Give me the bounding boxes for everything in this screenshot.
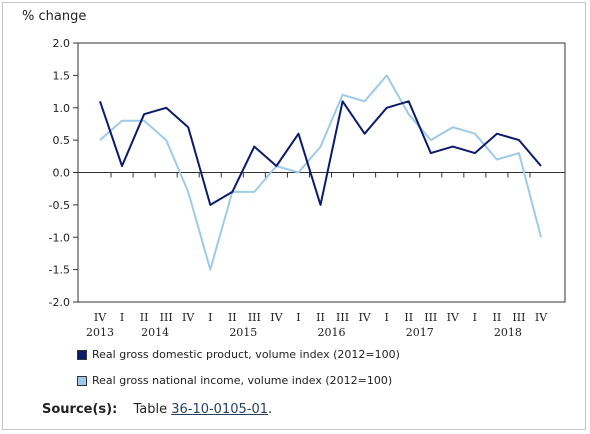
legend-swatch-gni [77, 375, 87, 386]
x-tick-label: I [120, 311, 124, 324]
y-tick-label: -0.5 [49, 199, 70, 212]
year-label: 2016 [318, 326, 346, 339]
x-tick-label: III [424, 311, 437, 324]
x-tick-label: II [404, 311, 413, 324]
x-tick-label: I [296, 311, 300, 324]
x-tick-label: IV [535, 311, 548, 324]
source-prefix: Table [133, 402, 168, 417]
legend-label-gdp: Real gross domestic product, volume inde… [92, 348, 400, 361]
x-tick-label: I [384, 311, 388, 324]
x-tick-label: III [160, 311, 173, 324]
y-axis-unit-label: % change [22, 9, 87, 24]
x-tick-label: III [248, 311, 261, 324]
y-tick-label: 1.5 [53, 69, 71, 82]
x-tick-label: III [512, 311, 525, 324]
y-tick-label: 0.5 [53, 134, 71, 147]
x-tick-label: II [228, 311, 237, 324]
legend-label-gni: Real gross national income, volume index… [92, 374, 393, 387]
year-label: 2018 [494, 326, 522, 339]
x-tick-label: I [473, 311, 477, 324]
x-tick-label: IV [182, 311, 195, 324]
y-tick-label: -2.0 [49, 296, 70, 309]
chart-frame [2, 2, 586, 430]
y-tick-label: -1.0 [49, 231, 70, 244]
x-tick-label: II [493, 311, 502, 324]
year-label: 2017 [406, 326, 434, 339]
legend-item-gdp: Real gross domestic product, volume inde… [77, 348, 400, 361]
source-note: Source(s): Table 36-10-0105-01. [42, 402, 272, 417]
year-label: 2013 [86, 326, 114, 339]
source-label: Source(s): [42, 402, 118, 417]
x-tick-label: II [316, 311, 325, 324]
source-table-link[interactable]: 36-10-0105-01 [171, 402, 269, 417]
legend-item-gni: Real gross national income, volume index… [77, 374, 392, 387]
x-tick-label: IV [447, 311, 460, 324]
x-tick-label: III [336, 311, 349, 324]
y-tick-label: 2.0 [53, 37, 71, 50]
legend-swatch-gdp [77, 349, 87, 360]
y-tick-label: -1.5 [49, 264, 70, 277]
x-tick-label: IV [270, 311, 283, 324]
source-suffix: . [268, 402, 273, 417]
series-line-gni [99, 74, 542, 271]
series-line-gdp [99, 100, 542, 206]
year-label: 2015 [229, 326, 257, 339]
y-tick-label: 1.0 [53, 102, 71, 115]
year-label: 2014 [141, 326, 169, 339]
x-tick-label: IV [94, 311, 107, 324]
y-tick-label: 0.0 [53, 167, 71, 180]
x-tick-label: IV [358, 311, 371, 324]
x-tick-label: II [140, 311, 149, 324]
x-tick-label: I [208, 311, 212, 324]
